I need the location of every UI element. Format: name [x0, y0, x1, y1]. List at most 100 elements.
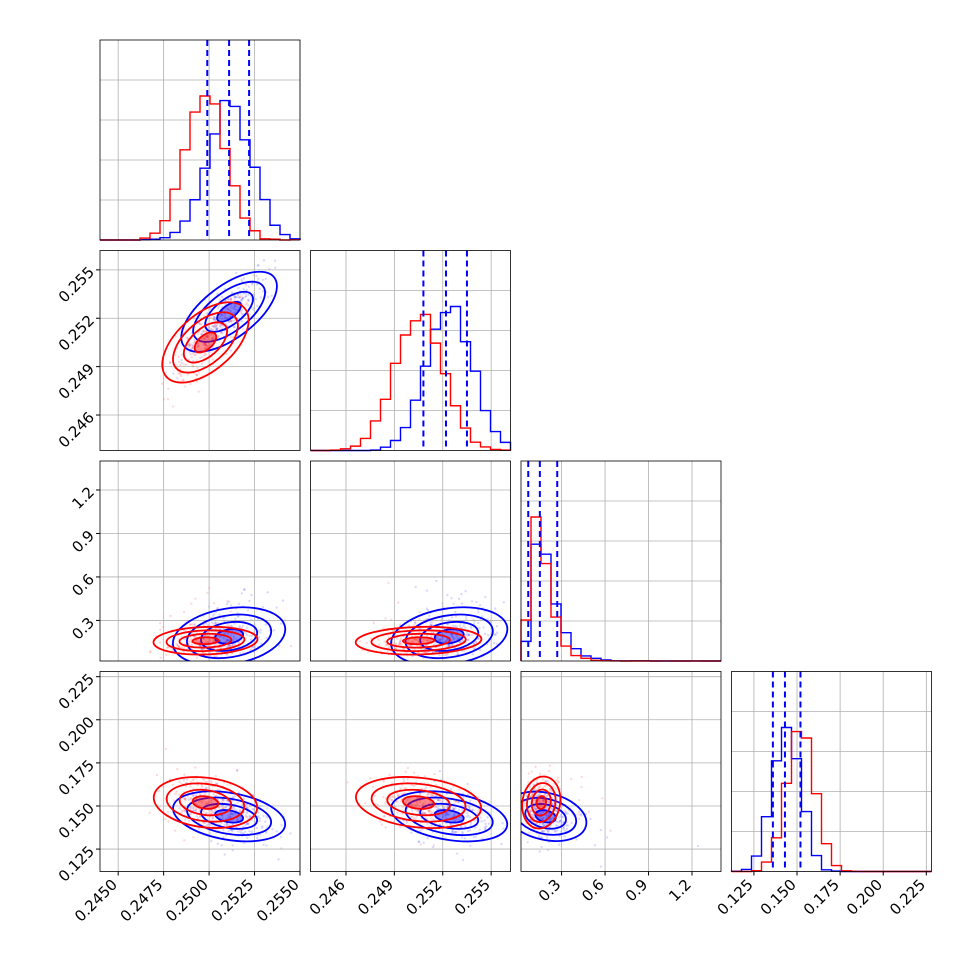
scatter-point — [228, 814, 232, 817]
scatter-point — [227, 600, 230, 603]
scatter-point — [148, 811, 151, 815]
scatter-point — [556, 821, 559, 824]
scatter-point — [210, 823, 213, 827]
scatter-point — [478, 828, 482, 831]
scatter-point — [178, 646, 181, 649]
scatter-point — [482, 626, 485, 629]
scatter-point — [425, 589, 429, 592]
scatter-point — [464, 633, 468, 637]
scatter-point — [232, 319, 235, 322]
scatter-point — [164, 817, 167, 821]
scatter-point — [200, 785, 204, 788]
scatter-point — [178, 807, 181, 810]
scatter-point — [426, 609, 430, 612]
scatter-point — [217, 336, 221, 339]
contours — [152, 776, 287, 843]
scatter-point — [175, 790, 178, 794]
scatter-point — [556, 824, 559, 828]
scatter-point — [557, 776, 560, 779]
scatter-point — [168, 360, 172, 364]
scatter-point — [387, 635, 390, 639]
scatter-point — [205, 780, 209, 784]
scatter-point — [229, 349, 232, 352]
scatter-point — [232, 638, 235, 642]
scatter-point — [194, 801, 197, 805]
scatter-point — [210, 338, 213, 341]
scatter-point — [202, 314, 206, 317]
scatter-point — [386, 650, 389, 653]
scatter-point — [454, 610, 457, 614]
scatter-point — [230, 812, 234, 816]
scatter-point — [599, 865, 603, 868]
scatter-point — [544, 816, 548, 819]
contour-series-1 — [191, 795, 220, 810]
scatter-point — [406, 778, 409, 781]
scatter-point — [445, 653, 448, 657]
scatter-point — [456, 830, 459, 834]
contour-series-1 — [152, 776, 259, 829]
scatter-point — [206, 312, 209, 315]
scatter-point — [212, 655, 216, 658]
scatter-point — [223, 823, 226, 827]
scatter-point — [430, 623, 433, 627]
scatter-point — [201, 330, 204, 333]
scatter-point — [601, 797, 604, 800]
scatter-point — [185, 778, 189, 781]
scatter-point — [446, 638, 449, 642]
scatter-point — [238, 808, 242, 812]
scatter-point — [183, 629, 186, 632]
scatter-point — [402, 819, 406, 823]
scatter-point — [205, 823, 209, 827]
scatter-point — [412, 816, 416, 820]
contour-series-1 — [193, 331, 218, 354]
scatter-point — [189, 623, 192, 626]
scatter-point — [187, 343, 190, 347]
scatter-point — [477, 637, 481, 640]
scatter-point — [450, 634, 454, 638]
tick-label-x: 0.249 — [354, 876, 397, 919]
scatter-point — [192, 809, 195, 812]
scatter-point — [436, 636, 439, 640]
scatter-point — [530, 793, 534, 796]
scatter-point — [492, 641, 496, 645]
scatter-point — [192, 794, 195, 798]
scatter-point — [226, 813, 230, 817]
scatter-point — [400, 812, 404, 815]
scatter-point — [445, 817, 448, 820]
scatter-point — [541, 810, 545, 814]
scatter-point — [365, 641, 368, 645]
scatter-point — [241, 297, 245, 300]
scatter-point — [390, 798, 393, 802]
panel-frame — [99, 671, 301, 872]
scatter-point — [457, 597, 461, 601]
scatter-point — [183, 798, 186, 801]
scatter-point — [467, 638, 470, 642]
scatter-point — [546, 799, 549, 803]
scatter-point — [226, 639, 230, 642]
scatter-point — [250, 593, 253, 597]
scatter-point — [476, 811, 479, 815]
scatter-point — [412, 771, 416, 774]
scatter-point — [411, 815, 414, 819]
scatter-point — [250, 830, 254, 833]
scatter-point — [239, 831, 242, 834]
tick-label-x: 0.246 — [306, 876, 349, 919]
scatter-point — [202, 336, 205, 340]
scatter-point — [211, 621, 214, 624]
scatter-point — [545, 779, 548, 783]
scatter-point — [451, 633, 454, 636]
scatter-point — [382, 795, 385, 799]
scatter-point — [220, 295, 224, 299]
scatter-point — [451, 635, 454, 638]
scatter-point — [423, 638, 426, 641]
scatter-point — [212, 622, 215, 626]
scatter-point — [190, 793, 194, 797]
scatter-point — [204, 330, 208, 333]
scatter-point — [501, 821, 504, 825]
scatter-point — [191, 779, 195, 782]
scatter-point — [495, 625, 499, 628]
scatter-point — [464, 615, 468, 619]
scatter-point — [464, 589, 467, 593]
scatter-point — [184, 799, 187, 802]
scatter-point — [196, 817, 200, 820]
